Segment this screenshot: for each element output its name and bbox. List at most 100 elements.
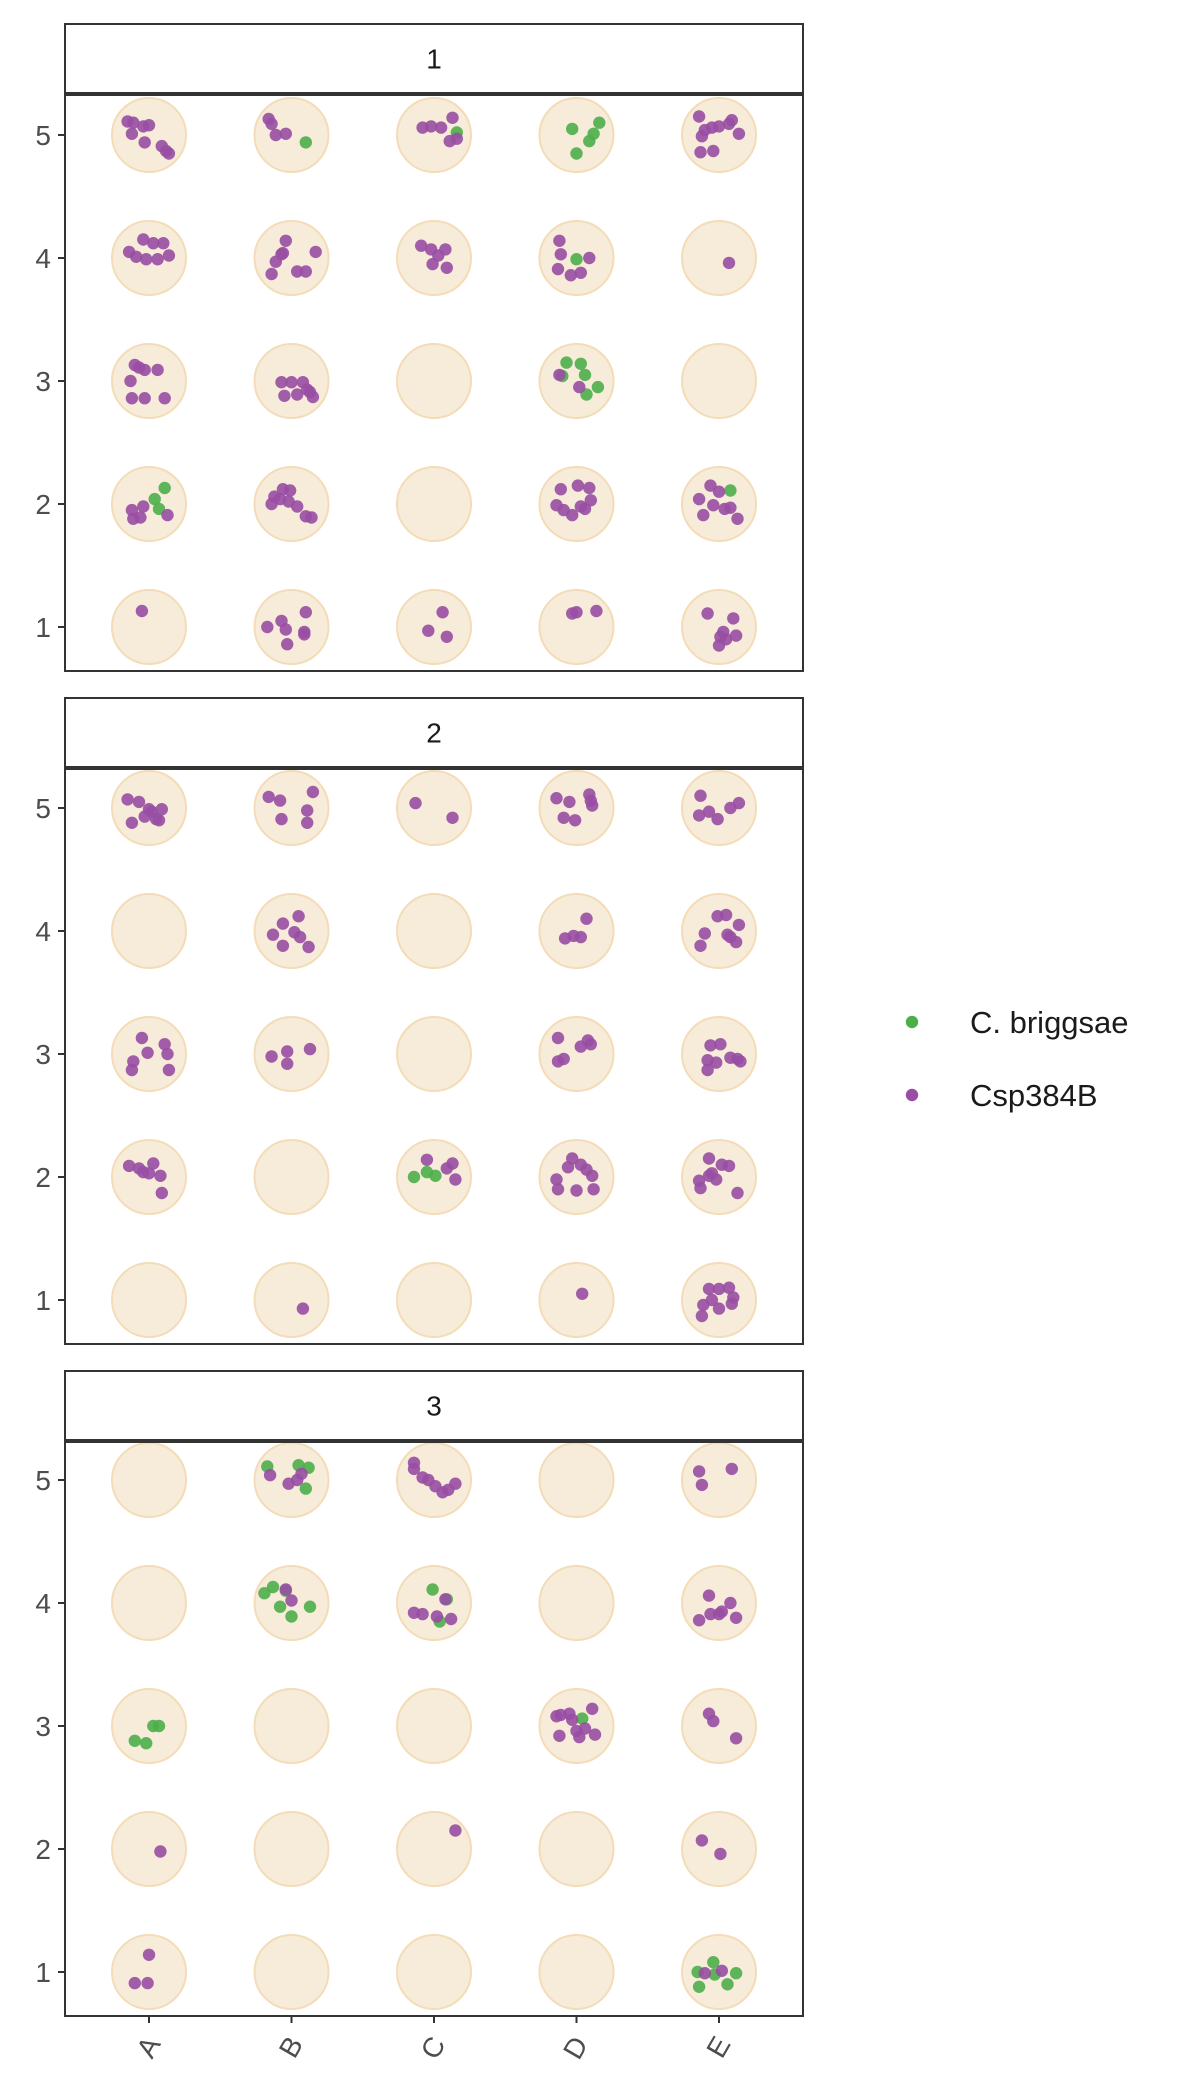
x-tick-label: A — [130, 2031, 166, 2063]
data-point — [719, 633, 733, 646]
legend-label: C. briggsae — [970, 1005, 1129, 1040]
data-point — [266, 928, 280, 941]
data-point — [732, 127, 746, 140]
data-point — [292, 910, 305, 923]
data-point — [692, 110, 706, 123]
y-tick-label: 4 — [35, 243, 51, 274]
data-point — [574, 930, 587, 944]
well-E4 — [681, 1565, 757, 1641]
data-point — [571, 479, 585, 492]
data-point — [148, 492, 161, 506]
data-point — [729, 1611, 743, 1625]
data-point — [568, 814, 582, 827]
data-point — [429, 1169, 442, 1183]
data-point — [407, 1462, 421, 1476]
well-C1 — [396, 1934, 472, 2010]
data-point — [566, 1713, 579, 1727]
data-point — [722, 1281, 736, 1294]
data-point — [695, 1309, 709, 1323]
data-point — [142, 1167, 156, 1180]
data-point — [125, 127, 139, 140]
y-tick-label: 2 — [35, 1834, 51, 1865]
facet-panel-3: 3 1 2 3 4 5 — [35, 1370, 804, 2017]
data-point — [269, 128, 282, 142]
data-point — [727, 612, 740, 625]
data-point — [302, 940, 315, 954]
well-A3 — [111, 343, 187, 419]
data-point — [705, 121, 719, 134]
data-point — [704, 1607, 717, 1621]
data-point — [702, 1282, 716, 1296]
y-tick-label: 1 — [35, 1285, 51, 1316]
data-point — [439, 243, 452, 256]
data-point — [273, 1600, 287, 1613]
data-point — [574, 1158, 587, 1171]
data-point — [279, 623, 292, 636]
data-point — [162, 249, 176, 262]
data-point — [430, 1610, 444, 1623]
well-D3 — [538, 1016, 615, 1092]
data-point — [279, 127, 292, 140]
data-point — [573, 380, 586, 394]
data-point — [446, 111, 459, 125]
well-B2 — [253, 1139, 330, 1215]
x-tick-label: D — [557, 2031, 594, 2064]
data-point — [449, 1477, 462, 1490]
data-point — [692, 1980, 706, 1994]
y-tick-label: 1 — [35, 612, 51, 643]
data-point — [721, 1978, 734, 1991]
data-point — [554, 483, 567, 496]
y-tick-label: 2 — [35, 1162, 51, 1193]
data-point — [701, 1063, 714, 1077]
well-D5 — [538, 97, 615, 173]
data-point — [557, 811, 570, 824]
data-point — [132, 795, 146, 809]
facet-strip — [64, 697, 804, 768]
facet-strip-label: 2 — [426, 718, 442, 749]
well-C1 — [396, 1262, 472, 1338]
data-point — [715, 1964, 728, 1978]
data-point — [416, 1607, 429, 1621]
data-point — [583, 251, 596, 265]
data-point — [574, 266, 587, 279]
data-point — [586, 1169, 599, 1183]
data-point — [578, 1722, 592, 1735]
well-D1 — [538, 1262, 615, 1338]
data-point — [434, 121, 448, 134]
y-tick-label: 1 — [35, 1957, 51, 1988]
data-point — [566, 122, 579, 136]
data-point — [162, 1063, 176, 1077]
data-point — [138, 392, 151, 405]
data-point — [420, 1153, 434, 1167]
well-E5 — [681, 1442, 757, 1518]
data-point — [731, 512, 744, 525]
data-point — [154, 1169, 167, 1183]
data-point — [714, 1038, 727, 1051]
data-point — [729, 935, 743, 949]
data-point — [296, 1302, 310, 1315]
data-point — [732, 796, 746, 810]
data-point — [551, 1183, 565, 1196]
data-point — [275, 812, 288, 826]
data-point — [446, 811, 459, 824]
data-point — [593, 116, 606, 129]
data-point — [273, 492, 287, 506]
data-point — [588, 1728, 602, 1741]
data-point — [705, 1293, 719, 1307]
data-point — [138, 136, 151, 149]
data-point — [722, 1159, 736, 1173]
well-A1 — [111, 589, 187, 665]
data-point — [707, 499, 720, 512]
well-A5 — [111, 97, 187, 173]
well-E4 — [681, 893, 757, 969]
data-point — [162, 147, 176, 160]
legend-label: Csp384B — [970, 1078, 1098, 1113]
data-point — [591, 380, 605, 394]
y-tick-label: 3 — [35, 1711, 51, 1742]
data-point — [276, 939, 290, 952]
data-point — [695, 1834, 709, 1847]
well-A4 — [111, 1565, 187, 1641]
data-point — [278, 389, 291, 402]
data-point — [151, 253, 164, 266]
data-point — [553, 1729, 566, 1743]
